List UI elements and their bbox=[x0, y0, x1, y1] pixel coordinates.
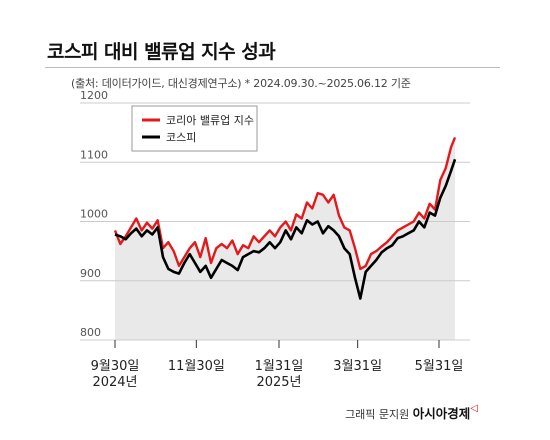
series-layer bbox=[113, 136, 457, 300]
x-tick-label: 11월30일 bbox=[168, 359, 225, 374]
title-divider bbox=[45, 67, 500, 68]
y-tick-label: 1100 bbox=[80, 148, 108, 161]
area-fill-layer bbox=[115, 137, 455, 340]
series-line-valueup bbox=[113, 136, 457, 271]
x-tick-label: 2024년 bbox=[92, 375, 137, 390]
series-line-kospi bbox=[114, 158, 457, 300]
y-tick-label: 800 bbox=[80, 326, 101, 339]
x-tick-label: 3월31일 bbox=[333, 359, 382, 374]
x-tick-label: 1월31일 bbox=[255, 359, 304, 374]
chart-subtitle: (출처: 데이터가이드, 대신경제연구소) * 2024.09.30.~2025… bbox=[71, 77, 411, 90]
x-tick-label: 9월30일 bbox=[91, 359, 140, 374]
x-tick-label: 5월31일 bbox=[415, 359, 464, 374]
y-tick-label: 900 bbox=[80, 267, 101, 280]
area-fill bbox=[115, 137, 455, 340]
x-tick-label: 2025년 bbox=[256, 375, 301, 390]
legend-box bbox=[131, 105, 258, 152]
brand-mark-icon: ◁ bbox=[470, 403, 478, 414]
graphic-credit: 그래픽 문지원 bbox=[345, 408, 410, 421]
gridline-layer bbox=[80, 102, 470, 341]
legend-label: 코스피 bbox=[166, 131, 196, 144]
y-tick-label: 1000 bbox=[80, 208, 108, 221]
y-tick-label: 1200 bbox=[80, 89, 108, 102]
footer-credit: 그래픽 문지원 아시아경제◁ bbox=[345, 403, 478, 422]
brand-logo: 아시아경제 bbox=[412, 406, 471, 421]
y-axis: 800 900 1000 1100 1200 bbox=[80, 89, 108, 339]
legend-label: 코리아 밸류업 지수 bbox=[166, 114, 254, 127]
chart-title: 코스피 대비 밸류업 지수 성과 bbox=[47, 41, 276, 63]
